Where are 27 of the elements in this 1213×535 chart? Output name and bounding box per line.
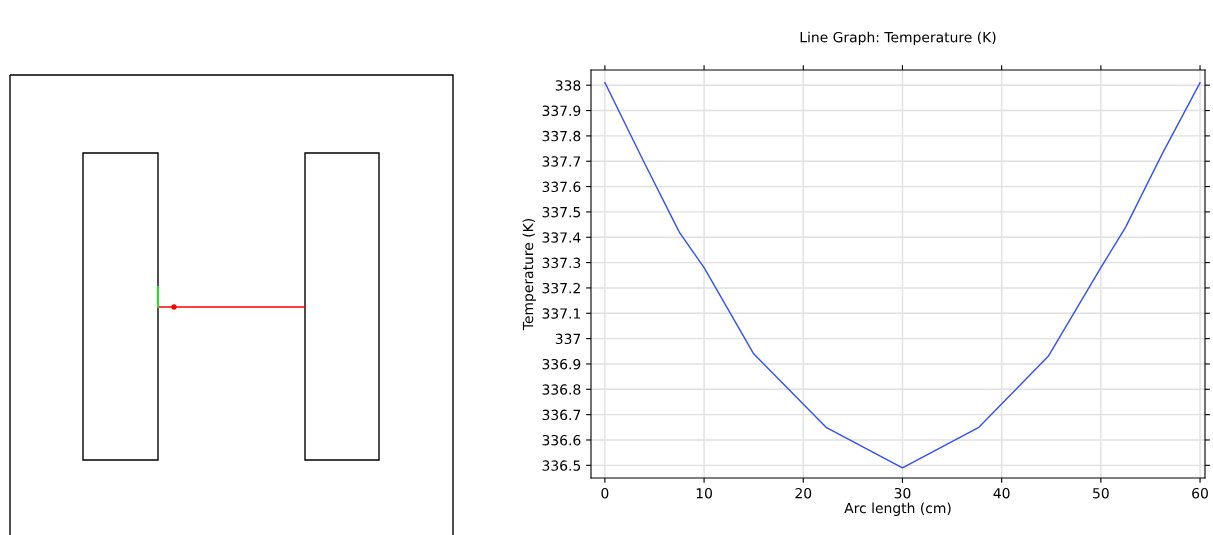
y-tick-label: 337.1 <box>542 308 580 319</box>
y-axis-title: Temperature (K) <box>522 219 536 331</box>
y-tick-label: 338 <box>555 80 581 91</box>
chart-title: Line Graph: Temperature (K) <box>800 31 996 46</box>
y-tick-label: 337 <box>555 333 581 345</box>
x-tick-label: 10 <box>696 487 712 499</box>
y-tick-label: 336.5 <box>542 460 581 471</box>
y-tick-label: 336.6 <box>542 434 581 446</box>
y-tick-label: 337.7 <box>542 156 581 167</box>
x-tick-label: 50 <box>1093 487 1109 499</box>
y-tick-label: 337.5 <box>542 206 581 218</box>
x-axis-title: Arc length (cm) <box>844 502 951 516</box>
y-tick-label: 337.4 <box>542 232 581 243</box>
y-tick-label: 337.2 <box>542 282 580 294</box>
y-tick-label: 337.9 <box>542 105 581 117</box>
x-tick-label: 0 <box>601 487 609 499</box>
y-tick-label: 337.8 <box>542 130 581 142</box>
x-tick-label: 40 <box>993 487 1010 499</box>
x-tick-label: 20 <box>795 487 812 499</box>
x-tick-label: 60 <box>1192 487 1208 499</box>
y-tick-label: 336.8 <box>542 384 581 395</box>
line-series <box>604 81 1201 469</box>
y-tick-label: 336.9 <box>542 358 581 370</box>
y-tick-label: 336.7 <box>542 409 581 421</box>
y-tick-label: 337.3 <box>542 257 581 269</box>
y-tick-label: 337.6 <box>542 181 581 193</box>
x-tick-label: 30 <box>894 487 911 499</box>
